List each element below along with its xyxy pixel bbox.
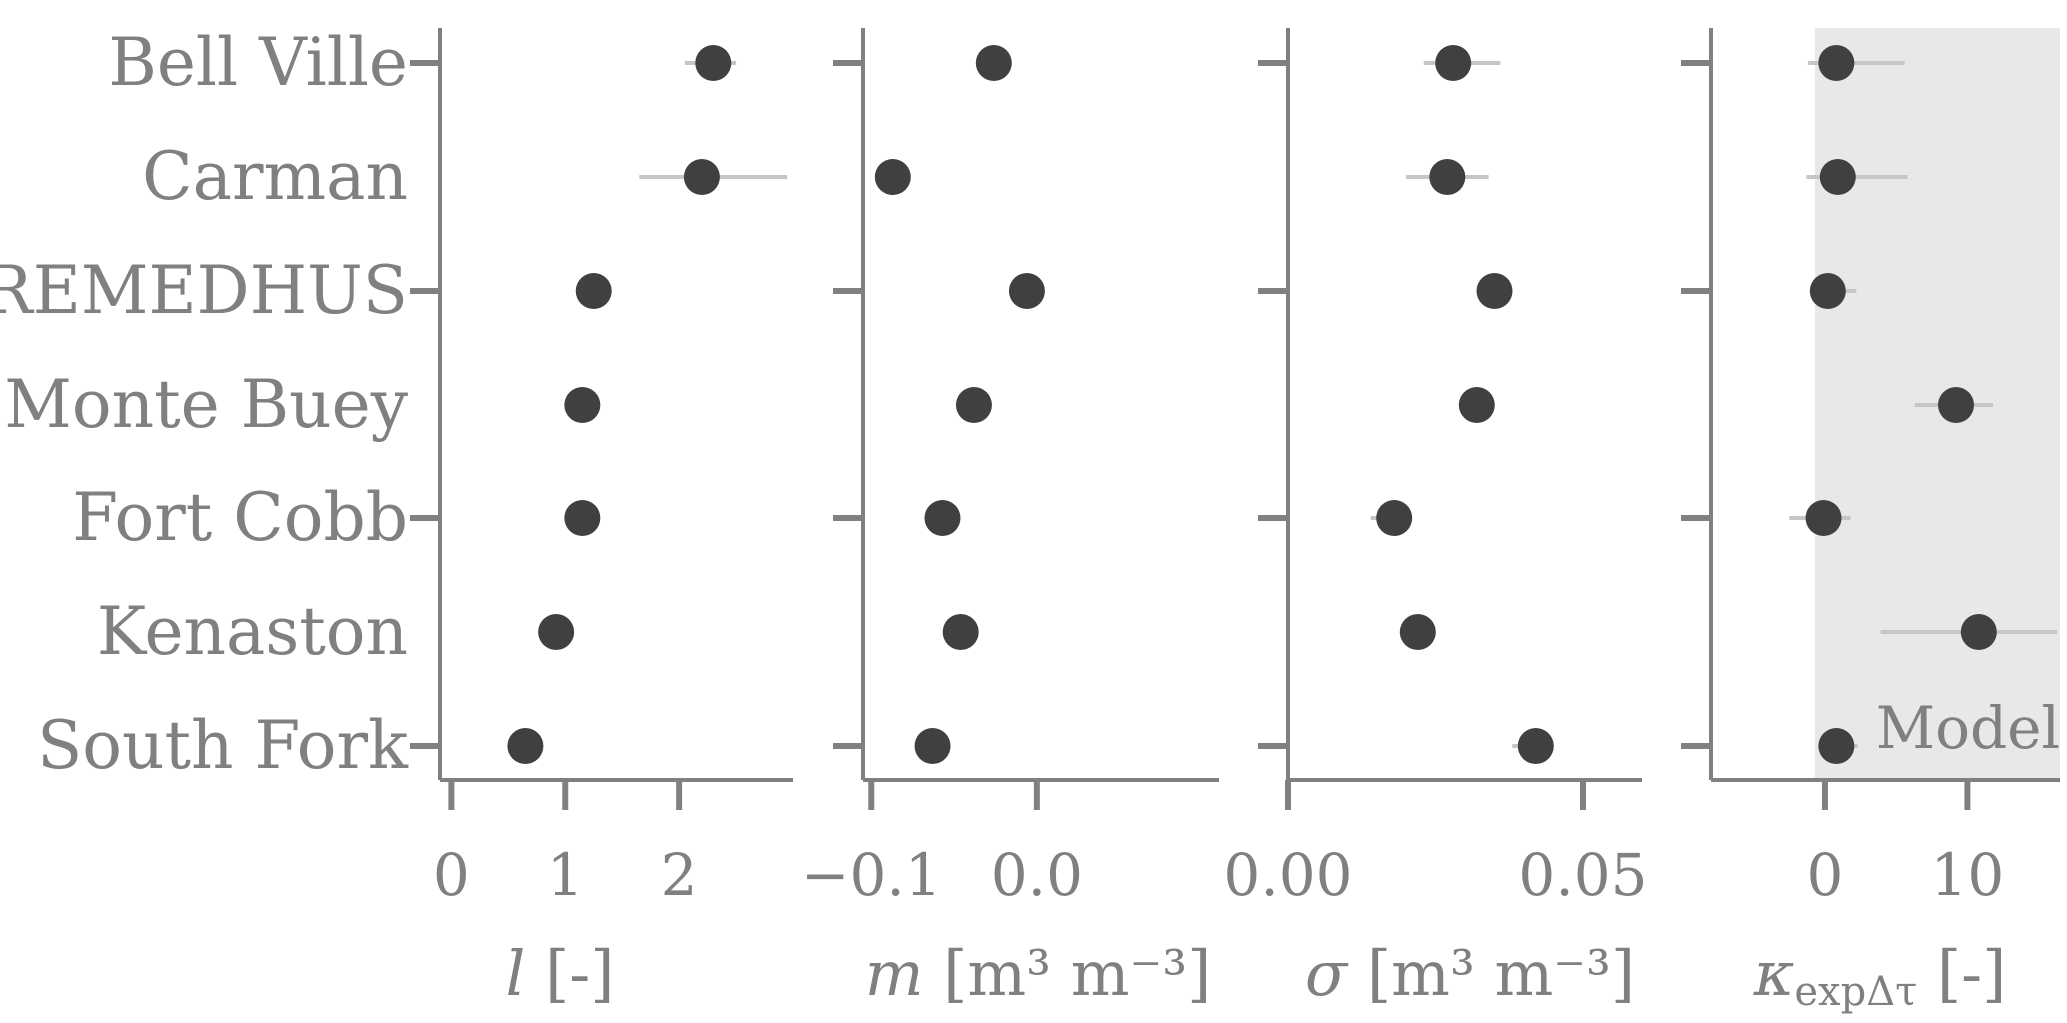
panel-4-point-monte-buey <box>1938 387 1975 423</box>
panel-4-point-bell-ville <box>1818 45 1855 81</box>
model-region-label: Model <box>1876 694 2060 762</box>
panel-2-point-south-fork <box>914 728 951 764</box>
panel-3-point-fort-cobb <box>1376 500 1413 536</box>
panel-1-x-tick-label: 2 <box>661 841 698 909</box>
panel-4-x-axis-title: κexpΔτ [-] <box>1753 937 2007 1015</box>
panel-1-x-axis-title: l [-] <box>506 937 615 1010</box>
panel-3-point-remedhus <box>1476 273 1513 309</box>
panel-1-point-remedhus <box>575 273 612 309</box>
panel-2-x-tick-label: −0.1 <box>801 841 942 909</box>
panel-3-x-tick-label: 0.00 <box>1223 841 1352 909</box>
panel-1-point-kenaston <box>538 614 575 650</box>
panel-1-point-carman <box>683 159 720 195</box>
site-label-bell-ville: Bell Ville <box>108 24 408 101</box>
panel-1-x-tick-label: 0 <box>433 841 470 909</box>
panel-3-point-carman <box>1429 159 1466 195</box>
panel-2-x-tick-label: 0.0 <box>991 841 1083 909</box>
panel-4-x-tick-label: 10 <box>1931 841 2005 909</box>
panel-2-point-fort-cobb <box>924 500 961 536</box>
panel-3-point-bell-ville <box>1435 45 1472 81</box>
panel-1-point-bell-ville <box>695 45 732 81</box>
panel-2-x-axis-title: m [m³ m⁻³] <box>865 937 1212 1010</box>
site-label-remedhus: REMEDHUS <box>0 252 408 329</box>
panel-3-point-south-fork <box>1517 728 1554 764</box>
site-label-fort-cobb: Fort Cobb <box>72 479 408 556</box>
site-label-monte-buey: Monte Buey <box>4 366 408 443</box>
panel-3-point-kenaston <box>1399 614 1436 650</box>
panel-4-point-carman <box>1819 159 1856 195</box>
panel-1-point-monte-buey <box>564 387 601 423</box>
panel-4-x-tick-label: 0 <box>1807 841 1844 909</box>
panel-3-x-tick-label: 0.05 <box>1518 841 1647 909</box>
site-label-south-fork: South Fork <box>37 707 409 784</box>
site-label-carman: Carman <box>142 138 408 215</box>
panel-1-x-tick-label: 1 <box>547 841 584 909</box>
panel-4-point-south-fork <box>1818 728 1855 764</box>
panel-3-x-axis-title: σ [m³ m⁻³] <box>1305 937 1635 1010</box>
panel-2-point-bell-ville <box>975 45 1012 81</box>
panel-4-point-remedhus <box>1809 273 1846 309</box>
site-label-kenaston: Kenaston <box>97 593 408 670</box>
panel-2-point-remedhus <box>1008 273 1045 309</box>
panel-3-point-monte-buey <box>1458 387 1495 423</box>
panel-1-point-south-fork <box>507 728 544 764</box>
panel-1-point-fort-cobb <box>564 500 601 536</box>
panel-2-point-kenaston <box>942 614 979 650</box>
panel-2-point-carman <box>874 159 911 195</box>
panel-2-point-monte-buey <box>955 387 992 423</box>
panel-4-point-fort-cobb <box>1805 500 1842 536</box>
panel-4-point-kenaston <box>1960 614 1997 650</box>
